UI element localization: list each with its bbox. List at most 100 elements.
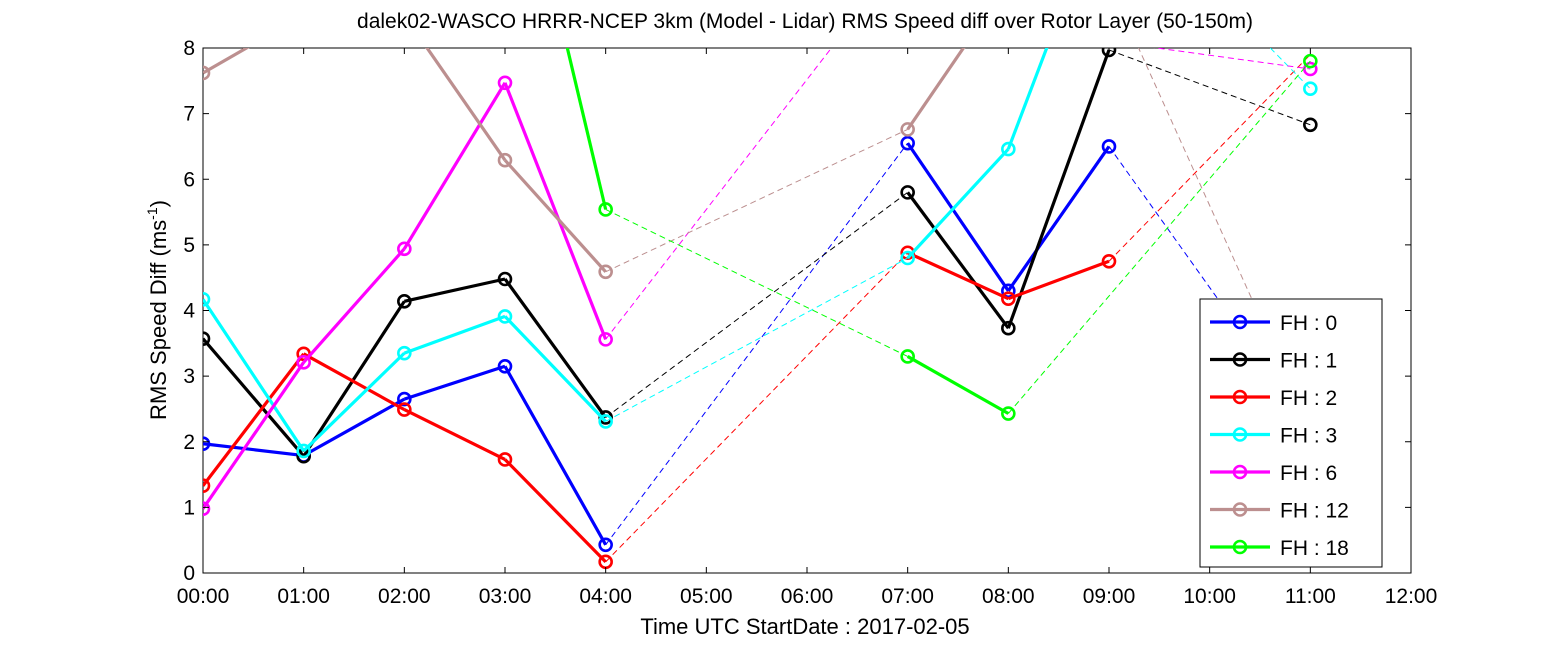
data-point xyxy=(900,122,915,137)
legend-swatch-marker xyxy=(1232,539,1248,555)
series-fh-6 xyxy=(203,48,1318,516)
data-point xyxy=(497,309,513,324)
data-point xyxy=(1001,291,1016,306)
series-line-segment xyxy=(403,364,506,401)
series-gap-segment xyxy=(1108,146,1311,429)
series-line-segment xyxy=(503,159,607,273)
data-point xyxy=(1001,283,1016,299)
y-axis: 0 1 2 3 4 5 6 7 8 xyxy=(183,37,1411,585)
x-tick-label: 03:00 xyxy=(479,585,532,608)
y-tick-label: 8 xyxy=(183,37,195,60)
y-tick-label: 7 xyxy=(183,103,195,126)
data-point xyxy=(1001,141,1016,157)
y-axis-label-close: ) xyxy=(146,200,171,207)
data-point xyxy=(1101,253,1117,269)
data-point xyxy=(1101,139,1117,154)
data-point xyxy=(497,452,513,467)
x-tick-label: 04:00 xyxy=(579,585,632,608)
legend-swatch-marker xyxy=(1232,389,1248,405)
data-point xyxy=(598,202,613,217)
legend: FH : 0 FH : 1 FH : 2 FH : 3 FH : 6 FH : 12 FH … xyxy=(1199,298,1383,568)
y-tick-label: 2 xyxy=(183,431,195,454)
data-point xyxy=(1303,81,1318,96)
series-line-segment xyxy=(302,300,406,458)
legend-swatch-marker xyxy=(1232,464,1248,480)
series-line-segment xyxy=(203,352,305,487)
data-point xyxy=(497,75,513,91)
series-gap-segment xyxy=(605,128,908,273)
data-point xyxy=(203,478,211,494)
series-gap-segment xyxy=(605,257,908,422)
y-tick-label: 1 xyxy=(183,496,195,519)
data-point xyxy=(296,355,311,370)
data-point xyxy=(296,443,311,459)
series-line-segment xyxy=(302,352,406,411)
series-line-segment xyxy=(402,81,507,250)
data-point xyxy=(1001,406,1016,421)
series-line-segment xyxy=(403,314,506,355)
legend-label: FH : 3 xyxy=(1280,425,1337,448)
data-point xyxy=(598,264,613,280)
data-point xyxy=(598,332,613,347)
data-point xyxy=(203,65,211,81)
data-point xyxy=(203,292,211,307)
y-tick-label: 5 xyxy=(183,234,195,257)
series-line-segment xyxy=(203,337,305,458)
legend-swatch-marker xyxy=(1232,502,1248,517)
series-line-segment xyxy=(565,48,608,210)
data-point xyxy=(1303,61,1318,77)
x-axis-label: Time UTC StartDate : 2017-02-05 xyxy=(640,614,969,639)
y-tick-label: 6 xyxy=(183,168,195,191)
series-fh-1 xyxy=(203,48,1318,464)
legend-swatch-marker xyxy=(1232,352,1248,367)
series-line-segment xyxy=(302,397,406,457)
series-line-segment xyxy=(503,365,608,546)
data-point xyxy=(497,358,513,374)
data-point xyxy=(1001,320,1016,336)
series-line-segment xyxy=(1007,259,1110,301)
data-point xyxy=(1303,117,1318,133)
series-gap-segment xyxy=(605,208,908,357)
chart-title: dalek02-WASCO HRRR-NCEP 3km (Model - Lid… xyxy=(357,10,1253,33)
series-gap-segment xyxy=(1153,48,1311,70)
x-tick-label: 05:00 xyxy=(680,585,733,608)
series-gap-segment xyxy=(605,48,833,340)
series-line-segment xyxy=(425,48,507,162)
x-tick-label: 07:00 xyxy=(881,585,934,608)
legend-label: FH : 6 xyxy=(1280,462,1337,485)
y-tick-label: 3 xyxy=(183,365,195,388)
data-point xyxy=(397,402,412,417)
data-point xyxy=(203,501,211,516)
series-gap-segment xyxy=(1138,48,1311,429)
legend-swatch-marker xyxy=(1232,427,1248,442)
y-axis-label-superscript: -1 xyxy=(144,207,160,220)
y-tick-label: 4 xyxy=(183,300,195,323)
data-point xyxy=(397,294,412,309)
series-fh-18 xyxy=(565,48,1318,421)
x-axis: 00:00 01:00 02:00 03:00 04:00 05:00 06:00 07:00… xyxy=(177,48,1438,608)
x-tick-label: 02:00 xyxy=(378,585,431,608)
x-tick-label: 11:00 xyxy=(1285,585,1336,608)
data-point xyxy=(203,436,211,452)
data-point xyxy=(900,185,915,200)
x-tick-label: 12:00 xyxy=(1385,585,1438,608)
series-line-segment xyxy=(907,251,1009,301)
x-tick-label: 01:00 xyxy=(277,585,330,608)
data-point xyxy=(397,241,412,257)
series-line-segment xyxy=(503,458,607,563)
x-tick-label: 09:00 xyxy=(1083,585,1136,608)
series-line-segment xyxy=(1007,145,1111,292)
data-point xyxy=(397,391,412,407)
series-gap-segment xyxy=(1108,54,1311,262)
series-gap-segment xyxy=(605,252,909,563)
legend-label: FH : 0 xyxy=(1280,312,1337,335)
data-point xyxy=(900,349,915,364)
series-line-segment xyxy=(302,352,406,453)
series-line-segment xyxy=(403,408,506,461)
x-tick-label: 06:00 xyxy=(781,585,834,608)
data-point xyxy=(397,345,412,361)
data-point xyxy=(497,271,513,287)
series-line-segment xyxy=(503,315,607,423)
data-point xyxy=(1101,48,1117,58)
